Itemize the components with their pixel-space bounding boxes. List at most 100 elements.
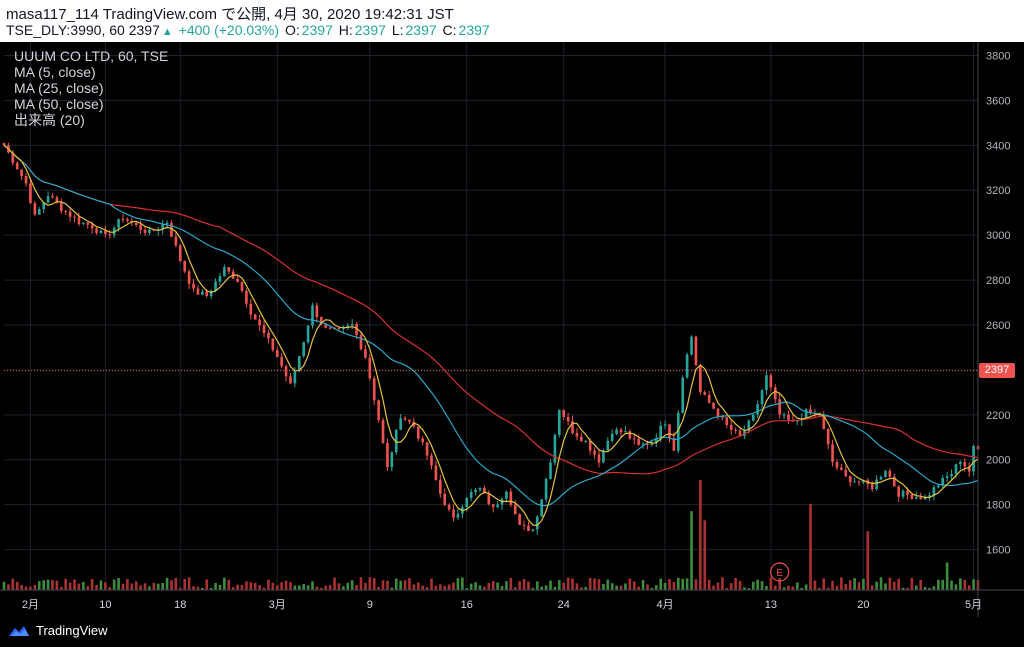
volume-bar	[59, 586, 63, 590]
candle-body	[681, 377, 685, 413]
candle-body	[712, 402, 715, 409]
volume-bar	[359, 577, 363, 590]
volume-bar	[394, 578, 398, 590]
tradingview-logo-icon	[9, 625, 29, 636]
candle-body	[143, 229, 147, 233]
chart-canvas[interactable]: E 16001800200022002400260028003000320034…	[0, 42, 1024, 617]
candle-body	[456, 513, 460, 518]
volume-bar	[923, 587, 927, 590]
volume-bar	[800, 588, 804, 590]
candle-body	[509, 491, 513, 505]
candle-body	[59, 202, 63, 212]
volume-bar	[756, 579, 759, 590]
x-tick-label: 20	[857, 599, 869, 611]
candle-body	[187, 271, 191, 284]
candle-body	[641, 443, 645, 445]
volume-bar	[95, 584, 98, 590]
volume-bar	[183, 579, 187, 590]
x-tick-label: 13	[765, 599, 777, 611]
volume-bar	[311, 581, 314, 590]
candle-body	[765, 375, 768, 391]
volume-bar	[483, 586, 486, 590]
candle-body	[302, 342, 306, 357]
volume-bar	[368, 577, 372, 590]
candle-body	[399, 418, 402, 430]
volume-bar	[377, 586, 380, 590]
candle-body	[672, 437, 676, 451]
legend-ma5[interactable]: MA (5, close)	[14, 64, 96, 80]
candle-body	[619, 429, 623, 433]
candle-body	[372, 378, 376, 401]
candle-body	[557, 409, 561, 435]
candle-body	[787, 414, 790, 420]
price-change: +400 (+20.03%)	[178, 22, 280, 38]
candle-body	[267, 332, 270, 339]
tradingview-brand[interactable]: TradingView	[8, 623, 108, 638]
volume-bar	[945, 562, 949, 590]
volume-bar	[390, 587, 394, 590]
candle-body	[178, 245, 182, 261]
candle-body	[769, 375, 773, 388]
volume-bar	[297, 585, 301, 590]
volume-bar	[932, 586, 936, 590]
legend-ma25[interactable]: MA (25, close)	[14, 80, 104, 96]
candle-body	[954, 464, 958, 474]
candle-body	[518, 514, 521, 525]
volume-bar	[403, 580, 407, 590]
volume-bar	[249, 582, 253, 590]
candle-body	[972, 445, 975, 472]
candle-body	[963, 461, 967, 467]
volume-bar	[654, 585, 658, 590]
earnings-marker-label: E	[776, 568, 783, 579]
candle-body	[562, 409, 566, 417]
candle-body	[24, 176, 28, 184]
volume-bar	[535, 581, 539, 590]
volume-bar	[223, 577, 226, 590]
y-tick-label: 1600	[986, 545, 1010, 557]
legend-ma50[interactable]: MA (50, close)	[14, 96, 104, 112]
candle-body	[831, 444, 834, 462]
candle-body	[535, 516, 539, 530]
volume-bar	[491, 580, 495, 590]
volume-bar	[469, 583, 473, 590]
symbol-and-price: TSE_DLY:3990, 60 2397	[6, 22, 160, 38]
chart-header: masa117_114 TradingView.com で公開, 4月 30, …	[0, 0, 1024, 42]
volume-bar	[743, 587, 746, 590]
candle-body	[20, 169, 23, 177]
volume-bar	[557, 580, 561, 590]
candle-body	[223, 267, 226, 277]
y-tick-label: 2000	[986, 455, 1010, 467]
volume-bar	[267, 579, 270, 590]
candle-body	[945, 476, 949, 478]
candle-body	[531, 529, 535, 531]
x-tick-label: 16	[461, 599, 473, 611]
candle-body	[932, 487, 936, 496]
candle-body	[258, 319, 261, 326]
candle-body	[315, 305, 319, 317]
volume-bar	[729, 583, 733, 590]
volume-bar	[681, 578, 685, 590]
volume-bar	[919, 579, 923, 590]
volume-bar	[804, 584, 808, 590]
candle-body	[738, 430, 742, 437]
candle-body	[751, 414, 755, 421]
candle-body	[914, 497, 918, 499]
volume-bar	[2, 581, 6, 590]
volume-bar	[350, 580, 354, 590]
candle-body	[452, 509, 455, 518]
candle-body	[928, 495, 931, 497]
candle-body	[165, 222, 169, 225]
candle-body	[646, 443, 649, 445]
publish-info: masa117_114 TradingView.com で公開, 4月 30, …	[6, 6, 454, 23]
close-value: 2397	[458, 22, 490, 38]
volume-bar	[456, 578, 460, 590]
legend-title[interactable]: UUUM CO LTD, 60, TSE	[14, 48, 169, 64]
candle-body	[253, 314, 257, 320]
volume-bar	[399, 580, 402, 590]
legend-volume[interactable]: 出来高 (20)	[14, 112, 85, 128]
candle-body	[148, 229, 151, 233]
volume-bar	[884, 583, 887, 590]
volume-bar	[337, 583, 341, 590]
price-chart-svg[interactable]: E 16001800200022002400260028003000320034…	[0, 42, 1024, 617]
candle-body	[192, 283, 195, 289]
